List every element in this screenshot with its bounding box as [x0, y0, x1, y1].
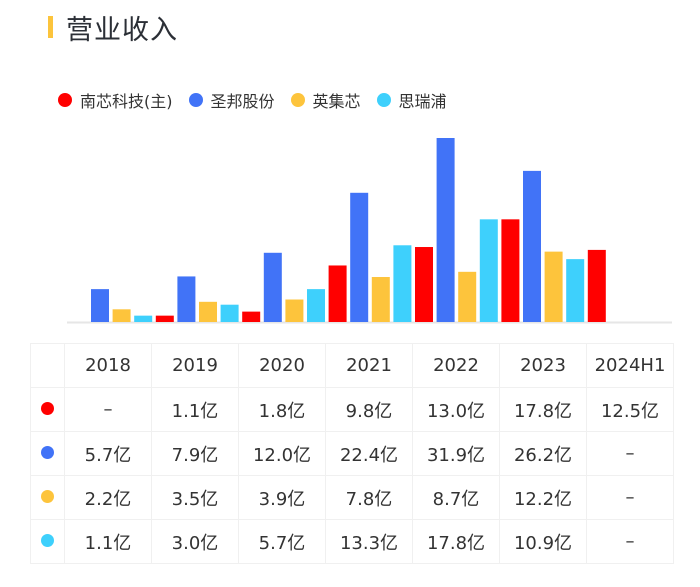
bar-2023-series-0[interactable]: [501, 219, 520, 322]
value-cell: 1.1亿: [151, 387, 239, 432]
year-header: 2023: [499, 343, 587, 388]
value-cell: 12.5亿: [586, 387, 674, 432]
data-table: 2018 2019 2020 2021 2022 2023 2024H1–1.1亿 1.8亿 9…: [30, 343, 674, 564]
value-cell: 3.9亿: [238, 475, 326, 520]
legend-item-nanxin[interactable]: 南芯科技(主): [58, 88, 173, 112]
bar-2020-series-1[interactable]: [263, 252, 282, 322]
year-header: 2021: [325, 343, 413, 388]
value-cell: 7.9亿: [151, 431, 239, 476]
legend-dot: [188, 93, 203, 107]
value-cell: 9.8亿: [325, 387, 413, 432]
bar-2018-series-3[interactable]: [134, 315, 153, 322]
bar-2018-series-1[interactable]: [91, 289, 109, 322]
value-cell: –: [586, 475, 674, 520]
value-cell: 12.2亿: [499, 475, 587, 520]
bar-2021-series-0[interactable]: [328, 265, 347, 322]
value-cell: 1.8亿: [238, 387, 326, 432]
value-cell: 10.9亿: [499, 519, 587, 564]
series-marker-cell: [30, 387, 65, 432]
bar-2022-series-3[interactable]: [479, 219, 498, 322]
series-dot: [41, 490, 54, 503]
value-cell: 13.0亿: [412, 387, 500, 432]
bar-2020-series-3[interactable]: [307, 289, 325, 322]
bar-chart: [67, 138, 672, 324]
bar-2019-series-1[interactable]: [177, 276, 196, 322]
value-cell: 17.8亿: [499, 387, 587, 432]
year-header: 2024H1: [586, 343, 674, 388]
value-cell: –: [586, 519, 674, 564]
corner-cell: [30, 343, 65, 388]
bar-2019-series-2[interactable]: [199, 301, 217, 322]
value-cell: 31.9亿: [412, 431, 500, 476]
table-row: 5.7亿 7.9亿 12.0亿 22.4亿 31.9亿 26.2亿 –: [30, 431, 674, 476]
bar-2024H1-series-0[interactable]: [587, 249, 606, 322]
series-dot: [41, 446, 54, 459]
bar-2022-series-2[interactable]: [458, 271, 477, 322]
value-cell: 5.7亿: [238, 519, 326, 564]
value-cell: 3.5亿: [151, 475, 239, 520]
bar-2021-series-1[interactable]: [350, 192, 369, 322]
legend-item-sirui[interactable]: 思瑞浦: [376, 88, 447, 112]
year-header: 2019: [151, 343, 239, 388]
legend-label: 圣邦股份: [210, 92, 275, 111]
table-row: 2.2亿 3.5亿 3.9亿 7.8亿 8.7亿 12.2亿 –: [30, 475, 674, 520]
legend-label: 南芯科技(主): [80, 92, 173, 111]
value-cell: 8.7亿: [412, 475, 500, 520]
page-title: 营业收入: [66, 15, 178, 46]
value-cell: 7.8亿: [325, 475, 413, 520]
value-cell: –: [64, 387, 152, 432]
value-cell: 17.8亿: [412, 519, 500, 564]
bar-2020-series-0[interactable]: [242, 311, 261, 322]
legend-label: 英集芯: [312, 92, 361, 111]
value-cell: 12.0亿: [238, 431, 326, 476]
value-cell: 13.3亿: [325, 519, 413, 564]
table-row: 1.1亿 3.0亿 5.7亿 13.3亿 17.8亿 10.9亿 –: [30, 519, 674, 564]
series-marker-cell: [30, 519, 65, 564]
bar-2020-series-2[interactable]: [285, 299, 304, 322]
series-dot: [41, 402, 54, 415]
legend-dot: [376, 93, 391, 107]
series-dot: [41, 534, 54, 547]
legend-item-shengbang[interactable]: 圣邦股份: [188, 88, 275, 112]
value-cell: 3.0亿: [151, 519, 239, 564]
series-marker-cell: [30, 475, 65, 520]
value-cell: 2.2亿: [64, 475, 152, 520]
bar-2022-series-0[interactable]: [415, 247, 433, 322]
legend-dot: [58, 93, 72, 107]
bar-2021-series-3[interactable]: [393, 245, 412, 322]
chart-legend: 南芯科技(主) 圣邦股份 英集芯 思瑞浦: [58, 88, 463, 112]
bar-2018-series-2[interactable]: [112, 309, 131, 322]
bar-2021-series-2[interactable]: [371, 277, 390, 322]
bar-2019-series-0[interactable]: [155, 315, 174, 322]
title-accent-bar: [48, 16, 53, 38]
year-header: 2018: [64, 343, 152, 388]
bar-2022-series-1[interactable]: [436, 138, 455, 322]
legend-item-yingjixin[interactable]: 英集芯: [290, 88, 361, 112]
bar-2019-series-3[interactable]: [220, 304, 239, 322]
value-cell: 5.7亿: [64, 431, 152, 476]
legend-dot: [290, 93, 305, 107]
bars-group: [91, 138, 606, 322]
year-header: 2022: [412, 343, 500, 388]
legend-label: 思瑞浦: [398, 92, 447, 111]
bar-2023-series-2[interactable]: [544, 251, 563, 322]
bar-2023-series-1[interactable]: [523, 170, 541, 322]
series-marker-cell: [30, 431, 65, 476]
bar-2023-series-3[interactable]: [566, 259, 585, 322]
table-header-row: 2018 2019 2020 2021 2022 2023 2024H1: [30, 343, 674, 388]
value-cell: –: [586, 431, 674, 476]
table-row: –1.1亿 1.8亿 9.8亿 13.0亿 17.8亿 12.5亿: [30, 387, 674, 432]
value-cell: 1.1亿: [64, 519, 152, 564]
value-cell: 22.4亿: [325, 431, 413, 476]
year-header: 2020: [238, 343, 326, 388]
value-cell: 26.2亿: [499, 431, 587, 476]
